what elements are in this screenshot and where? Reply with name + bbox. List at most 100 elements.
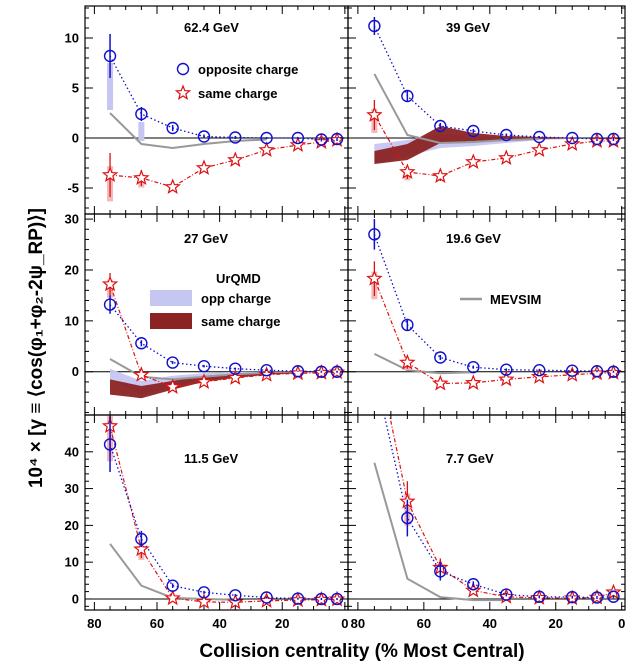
- same-charge-point: [498, 149, 515, 166]
- x-tick-label: 80: [87, 616, 101, 631]
- same-charge-point: [258, 141, 275, 158]
- opp-charge-point: [291, 131, 305, 145]
- opp-charge-point: [467, 578, 480, 591]
- opp-charge-point: [566, 131, 579, 145]
- urqmd-same-band: [110, 372, 298, 399]
- x-tick-label: 40: [483, 616, 497, 631]
- panel-content: [348, 219, 625, 391]
- mevsim-line: [373, 462, 507, 602]
- same-charge-point: [498, 370, 515, 387]
- panel-7-7-GeV: 7.7 GeV: [347, 333, 626, 611]
- opp-charge-point: [434, 119, 447, 133]
- same-charge-point: [227, 593, 244, 610]
- same-charge-point: [133, 169, 150, 186]
- x-tick-label: 60: [417, 616, 431, 631]
- y-tick-label: 0: [72, 591, 79, 606]
- same-charge-point: [531, 141, 548, 158]
- opp-charge-point: [291, 592, 305, 605]
- y-tick-label: 0: [72, 131, 79, 146]
- y-tick-label: -5: [67, 181, 79, 196]
- opp-charge-point: [533, 590, 546, 603]
- same-charge-line: [109, 139, 338, 188]
- same-charge-line: [109, 425, 338, 603]
- opp-charge-point: [368, 228, 381, 241]
- opp-charge-point: [229, 362, 242, 375]
- same-charge-point: [465, 153, 482, 170]
- opp-charge-point: [135, 337, 148, 350]
- same-charge-point: [227, 151, 244, 168]
- y-tick-label: 10: [65, 313, 79, 328]
- opp-charge-point: [566, 364, 579, 377]
- opp-charge-point: [401, 318, 414, 332]
- legend-urqmd-same-label: same charge: [201, 314, 281, 329]
- opp-charge-point: [401, 511, 414, 525]
- urqmd-opp-bar: [107, 63, 114, 110]
- same-charge-point: [101, 275, 119, 292]
- urqmd-same-band: [374, 126, 573, 164]
- legend-same-marker: [174, 84, 192, 101]
- opp-charge-point: [315, 133, 328, 146]
- same-charge-point: [366, 106, 383, 123]
- x-axis-title: Collision centrality (% Most Central): [199, 641, 524, 662]
- opp-charge-point: [260, 591, 273, 604]
- legend-urqmd-opp-label: opp charge: [201, 291, 271, 306]
- panel-frame: [84, 414, 349, 611]
- opp-charge-point: [135, 532, 148, 546]
- same-charge-point: [432, 374, 449, 391]
- same-charge-point: [227, 369, 244, 385]
- legend-same-label: same charge: [198, 86, 278, 101]
- same-charge-point: [366, 269, 383, 286]
- plot-area: -5 0 5 10 62.4 GeV 39 GeV 0 10 20 30 27 GeV 19.6 Ge…: [65, 5, 626, 631]
- opp-charge-point: [500, 363, 513, 376]
- opp-charge-point: [566, 590, 579, 604]
- opp-charge-point: [369, 365, 380, 376]
- legend-urqmd-same-swatch: [150, 313, 192, 329]
- opp-charge-point: [229, 131, 242, 144]
- panel-title: 7.7 GeV: [446, 451, 494, 466]
- legend-urqmd-title: UrQMD: [216, 271, 261, 286]
- opp-charge-point: [315, 592, 328, 606]
- same-charge-point: [101, 166, 119, 183]
- opp-charge-point: [533, 130, 546, 144]
- opp-charge-point: [434, 351, 447, 364]
- legend-opp-marker: [176, 62, 190, 76]
- same-charge-point: [195, 373, 213, 389]
- panel-frame: [347, 414, 626, 611]
- opp-charge-point: [500, 588, 513, 601]
- opp-charge-point: [166, 356, 179, 369]
- panel-title: 39 GeV: [446, 20, 490, 35]
- same-charge-point: [195, 159, 213, 176]
- opp-charge-line: [109, 444, 337, 600]
- opp-charge-point: [590, 132, 604, 146]
- same-charge-point: [164, 178, 181, 195]
- same-charge-point: [399, 353, 416, 370]
- opp-charge-point: [467, 360, 480, 374]
- opp-charge-point: [197, 359, 211, 373]
- opp-charge-point: [434, 565, 447, 578]
- same-charge-syst: [371, 333, 377, 368]
- opp-charge-point: [197, 130, 211, 143]
- x-tick-label: 0: [618, 616, 625, 631]
- opp-charge-point: [533, 364, 546, 377]
- panel-content: [85, 273, 348, 399]
- opp-charge-point: [590, 365, 604, 378]
- same-charge-point: [368, 334, 381, 347]
- opp-charge-line: [373, 25, 614, 140]
- panel-frame: [347, 5, 626, 215]
- urqmd-opp-bar: [138, 122, 145, 141]
- mevsim-line: [373, 73, 540, 145]
- panel-title: 19.6 GeV: [446, 231, 501, 246]
- same-charge-point: [133, 366, 150, 382]
- same-charge-point: [399, 163, 416, 180]
- opp-charge-point: [229, 589, 242, 602]
- panel-title: 62.4 GeV: [184, 20, 239, 35]
- same-charge-point: [465, 374, 482, 390]
- panel-27-GeV: 0 10 20 30 27 GeV: [65, 212, 349, 416]
- same-charge-line: [388, 415, 614, 599]
- panel-19-6-GeV: 19.6 GeV: [347, 213, 626, 416]
- legend-urqmd-opp-swatch: [150, 290, 192, 306]
- same-charge-point: [432, 167, 449, 184]
- opp-charge-point: [103, 49, 117, 63]
- legend-opp-label: opposite charge: [198, 62, 298, 77]
